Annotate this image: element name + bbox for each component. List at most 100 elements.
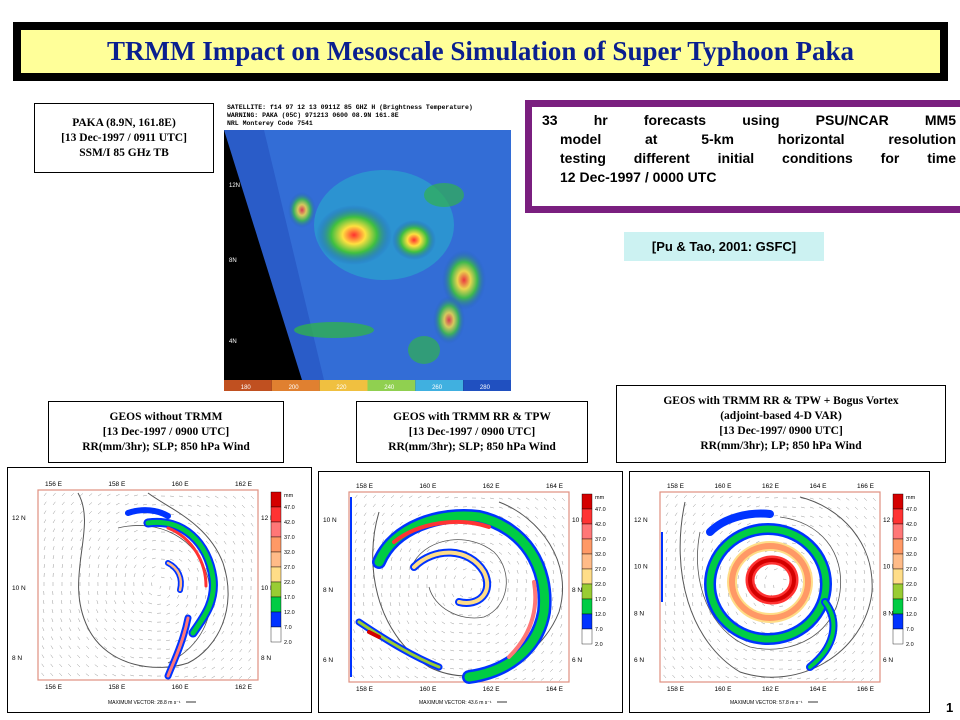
- lon-label: 162 E: [762, 686, 780, 693]
- wind-vector: [124, 520, 129, 524]
- wind-vector: [114, 591, 117, 596]
- wind-vector: [806, 650, 811, 653]
- wind-vector: [815, 650, 820, 654]
- colorbar-tick: 2.0: [284, 640, 292, 646]
- wind-vector: [169, 504, 174, 506]
- wind-vector: [507, 569, 510, 574]
- wind-vector: [205, 540, 209, 545]
- wind-vector: [160, 576, 165, 579]
- wind-vector: [516, 524, 521, 528]
- wind-vector: [782, 578, 787, 581]
- wind-vector: [61, 501, 65, 506]
- wind-vector: [863, 533, 867, 538]
- wind-vector: [115, 494, 120, 497]
- wind-vector: [560, 605, 563, 610]
- wind-vector: [450, 640, 455, 643]
- wind-vector: [221, 630, 225, 635]
- wind-vector: [674, 503, 678, 508]
- wind-vector: [797, 659, 802, 662]
- wind-vector: [202, 648, 207, 652]
- wind-vector: [370, 674, 374, 679]
- wind-vector: [710, 504, 715, 508]
- map-frame: [37, 489, 259, 681]
- colorbar-swatch: [892, 553, 904, 570]
- wind-vector: [112, 628, 117, 632]
- wind-vector: [836, 596, 838, 601]
- wind-vector: [166, 648, 171, 650]
- wind-vector: [752, 676, 757, 679]
- wind-vector: [241, 495, 246, 499]
- colorbar-tick: 22.0: [595, 582, 606, 588]
- wind-vector: [692, 557, 695, 562]
- lon-labels-bottom: 156 E 158 E 160 E 162 E: [45, 684, 253, 691]
- wind-vector: [379, 656, 383, 661]
- rain-colorbar: mm 47.0 42.0 37.0 32.0 27.0 22.0 17.0 12.0 7.0 2.0: [270, 491, 295, 646]
- wind-vector: [142, 548, 147, 551]
- colorbar-swatch: [270, 491, 282, 508]
- wind-vector: [815, 677, 820, 680]
- wind-vector: [477, 641, 482, 644]
- wind-vector: [124, 538, 129, 542]
- wind-vector: [232, 522, 236, 527]
- wind-vector: [142, 556, 147, 560]
- wind-vector: [540, 668, 545, 672]
- satellite-image-graphic: SATELLITE: f14 97 12 13 0911Z 85 GHZ H (…: [224, 100, 511, 391]
- wind-vector: [169, 558, 174, 561]
- wind-vector: [442, 602, 446, 607]
- wind-vector: [130, 638, 135, 641]
- lon-label: 160 E: [172, 481, 190, 488]
- wind-vector: [142, 565, 146, 569]
- wind-vector: [250, 531, 254, 536]
- wind-vector: [516, 506, 521, 510]
- wind-vector: [700, 611, 703, 616]
- wind-vector: [781, 587, 784, 591]
- wind-vector: [115, 538, 119, 542]
- colorbar-swatch: [581, 598, 593, 615]
- wind-vector: [854, 515, 858, 520]
- wind-vector: [800, 497, 805, 500]
- forecast-line: model at 5-km horizontal resolution: [560, 131, 956, 147]
- lon-label: 162 E: [762, 483, 780, 490]
- wind-vector: [665, 539, 668, 544]
- wind-vector: [701, 566, 704, 571]
- wind-vector: [844, 605, 847, 610]
- wind-vector: [432, 630, 437, 634]
- wind-vector: [737, 496, 742, 499]
- wind-vector: [690, 638, 694, 643]
- wind-vector: [68, 627, 72, 632]
- wind-vector: [250, 513, 254, 518]
- wind-vector: [441, 621, 446, 625]
- rain-bands: [704, 509, 838, 671]
- wind-vector: [809, 524, 814, 527]
- wind-vector: [836, 578, 838, 583]
- wind-vector: [79, 528, 83, 533]
- wind-vector: [525, 497, 530, 501]
- wind-vector: [672, 647, 676, 652]
- wind-vector: [187, 513, 192, 516]
- wind-vector: [70, 528, 74, 533]
- wind-vector: [752, 649, 757, 652]
- wind-vector: [743, 621, 748, 625]
- wind-vector: [426, 496, 431, 499]
- wind-vector: [88, 493, 93, 497]
- wind-vector: [379, 647, 383, 652]
- wind-vector: [459, 613, 464, 616]
- lat-label: 6 N: [883, 657, 893, 664]
- wind-vector: [664, 611, 667, 616]
- wind-vector: [523, 623, 527, 628]
- wind-vector: [716, 657, 721, 661]
- lat-label: 8 N: [883, 610, 893, 617]
- wind-vector: [701, 512, 705, 517]
- panel-label-line: GEOS with TRMM RR & TPW + Bogus Vortex: [663, 395, 899, 407]
- wind-vector: [862, 623, 865, 628]
- wind-vector: [833, 677, 838, 681]
- wind-vector: [79, 493, 84, 497]
- wind-vector: [800, 515, 805, 518]
- wind-vector: [112, 674, 117, 677]
- citation: [Pu & Tao, 2001: GSFC]: [624, 232, 824, 261]
- wind-vector: [827, 551, 831, 556]
- wind-vector: [354, 548, 357, 553]
- wind-vector: [737, 522, 742, 526]
- wind-vector: [871, 623, 874, 628]
- wind-vector: [674, 566, 676, 571]
